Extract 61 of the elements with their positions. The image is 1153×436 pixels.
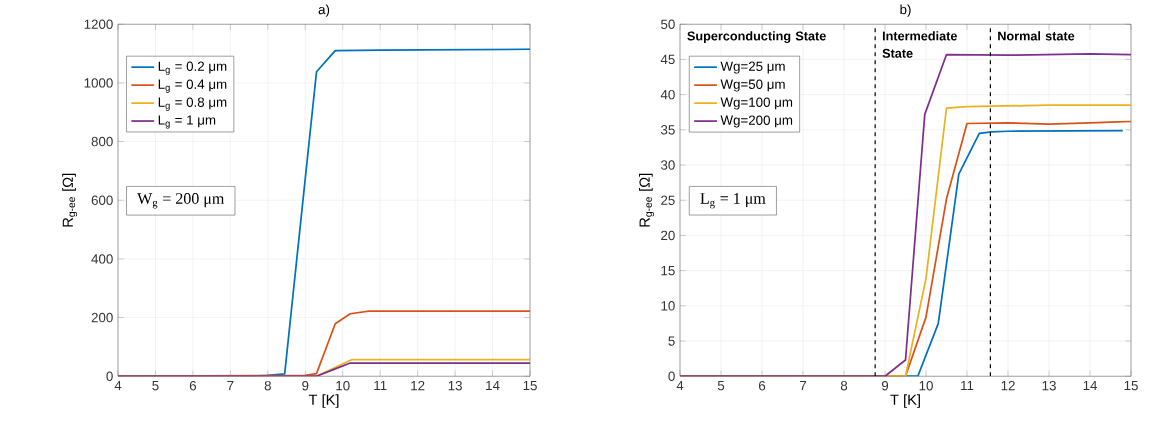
y-axis-title: R$_{g-ee}$ [Ω]: [62, 173, 78, 227]
x-tick-label: 4: [676, 380, 684, 391]
x-tick-label: 7: [227, 380, 234, 391]
x-tick-label: 5: [717, 380, 725, 391]
y-tick-label: 35: [660, 125, 675, 135]
x-tick-label: 11: [374, 380, 387, 391]
y-tick-label: 0: [668, 371, 675, 381]
x-tick-label: 10: [919, 380, 933, 391]
x-axis-title: T [K]: [890, 394, 920, 408]
legend-label: L$_{g}$ = 1 μm: [158, 115, 216, 129]
y-tick-label: 50: [661, 19, 675, 29]
y-tick-label: 10: [661, 301, 675, 311]
x-axis-title: T [K]: [308, 394, 339, 408]
legend-label: L$_{g}$ = 0.8 μm: [158, 97, 227, 111]
y-tick-label: 1200: [84, 19, 113, 29]
y-tick-label: 20: [661, 230, 675, 241]
legend-label: Wg=50 μm: [720, 79, 785, 92]
annotation: W$_{g}$ = 200 μm: [137, 192, 225, 209]
x-tick-label: 15: [523, 380, 537, 391]
x-tick-label: 4: [114, 380, 122, 391]
x-tick-label: 8: [264, 380, 271, 391]
chart-title: a): [318, 4, 330, 17]
y-tick-label: 25: [661, 195, 675, 205]
x-tick-label: 9: [302, 380, 309, 391]
x-tick-label: 10: [336, 380, 350, 391]
x-tick-label: 13: [448, 380, 462, 391]
y-tick-label: 30: [660, 160, 675, 170]
y-axis-title: R$_{g-ee}$ [Ω]: [639, 173, 654, 227]
y-tick-label: 5: [668, 336, 675, 346]
y-tick-label: 600: [91, 195, 113, 205]
y-tick-label: 15: [661, 265, 675, 276]
x-tick-label: 11: [961, 380, 974, 391]
x-tick-label: 14: [1083, 380, 1098, 391]
y-tick-label: 45: [660, 54, 675, 64]
chart-title: b): [900, 4, 911, 17]
x-tick-label: 14: [486, 380, 500, 391]
y-tick-label: 800: [91, 136, 113, 147]
annotation: L$_{g}$ = 1 μm: [700, 192, 766, 209]
annotation: Intermediate State: [882, 31, 957, 58]
x-tick-label: 7: [799, 380, 807, 391]
y-tick-label: 0: [106, 371, 113, 381]
y-tick-label: 40: [660, 89, 675, 100]
y-tick-label: 200: [91, 312, 113, 323]
legend-label: Wg=100 μm: [720, 97, 793, 110]
x-tick-label: 9: [881, 380, 889, 391]
legend-label: L$_{g}$ = 0.2 μm: [158, 61, 227, 75]
x-tick-label: 8: [840, 380, 848, 391]
legend-label: Wg=200 μm: [720, 115, 793, 128]
annotation: Normal state: [998, 31, 1075, 41]
annotation: Superconducting State: [687, 31, 826, 43]
x-tick-label: 15: [1124, 380, 1138, 391]
x-tick-label: 6: [758, 380, 766, 391]
y-tick-label: 1000: [84, 78, 113, 88]
x-tick-label: 12: [1001, 380, 1015, 391]
y-tick-label: 400: [91, 254, 113, 264]
legend-label: Wg=25 μm: [720, 61, 785, 74]
x-tick-label: 12: [411, 380, 425, 391]
x-tick-label: 13: [1042, 380, 1056, 391]
x-tick-label: 6: [189, 380, 197, 391]
x-tick-label: 5: [152, 380, 159, 391]
legend-label: L$_{g}$ = 0.4 μm: [158, 79, 227, 93]
